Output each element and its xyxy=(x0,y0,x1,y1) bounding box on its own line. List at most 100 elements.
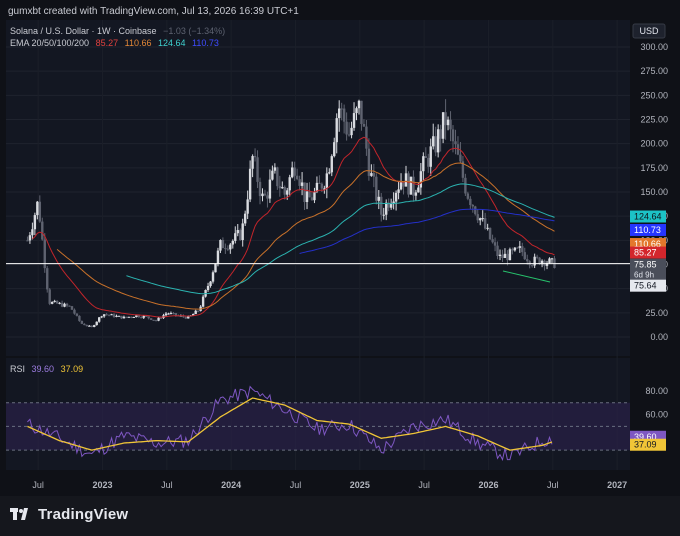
candle-body xyxy=(382,214,385,216)
tradingview-logo-text: TradingView xyxy=(38,506,129,523)
price-tick-label: 25.00 xyxy=(645,308,668,318)
candle-body xyxy=(357,100,361,109)
candle-body xyxy=(253,156,257,158)
candle-body xyxy=(298,179,301,186)
rsi-axis[interactable]: 80.00 60.00 xyxy=(645,386,668,420)
candle-body xyxy=(553,258,556,268)
candle-body xyxy=(184,316,187,319)
candle-body xyxy=(498,254,502,256)
ema100-value: 124.64 xyxy=(158,38,186,48)
candle-body xyxy=(511,249,514,251)
candle-body xyxy=(503,253,507,259)
candle-body xyxy=(488,227,492,240)
candle-body xyxy=(461,161,465,178)
candle-body xyxy=(286,190,289,195)
candle-body xyxy=(149,318,153,320)
candle-body xyxy=(243,213,247,224)
low-badge: 75.64 xyxy=(634,281,657,291)
support-trendline[interactable] xyxy=(502,270,551,283)
candle-body xyxy=(449,119,452,130)
candle-body xyxy=(439,129,442,139)
candle-body xyxy=(380,196,383,215)
candle-body xyxy=(424,156,427,158)
candle-body xyxy=(226,248,230,250)
candle-body xyxy=(117,315,121,317)
candle-body xyxy=(266,195,269,199)
candle-body xyxy=(444,112,447,126)
candle-body xyxy=(216,250,220,264)
ema-legend[interactable]: EMA 20/50/100/200 85.27 110.66 124.64 11… xyxy=(10,38,219,48)
candle-body xyxy=(303,182,306,203)
candle-body xyxy=(530,265,534,267)
rsi-lines xyxy=(27,385,553,462)
candle-body xyxy=(229,244,232,250)
candle-body xyxy=(102,314,106,317)
candle-body xyxy=(159,317,163,319)
price-tick-label: 225.00 xyxy=(640,115,668,125)
candle-body xyxy=(90,325,93,327)
candle-body xyxy=(122,316,126,319)
rsi-legend[interactable]: RSI 39.60 37.09 xyxy=(10,364,83,374)
ema-label: EMA 20/50/100/200 xyxy=(10,38,89,48)
candle-body xyxy=(538,257,541,265)
candle-body xyxy=(36,201,39,216)
candle-body xyxy=(97,317,101,322)
candle-body xyxy=(78,315,81,321)
price-tick-label: 175.00 xyxy=(640,163,668,173)
candle-body xyxy=(429,146,432,167)
currency-button[interactable] xyxy=(632,23,666,39)
candle-body xyxy=(404,173,408,187)
rsi-line xyxy=(27,385,553,462)
time-tick-label: 2026 xyxy=(478,480,498,490)
candle-body xyxy=(154,320,158,322)
candle-body xyxy=(221,240,225,249)
price-tick-label: 275.00 xyxy=(640,66,668,76)
candle-body xyxy=(192,314,195,316)
candle-body xyxy=(360,100,363,124)
candle-body xyxy=(535,256,539,258)
candle-body xyxy=(340,108,343,110)
candle-body xyxy=(419,171,423,188)
candle-body xyxy=(459,154,462,162)
time-axis[interactable]: Jul 2023 Jul 2024 Jul 2025 Jul 2026 Jul 2027 xyxy=(32,480,627,490)
candle-body xyxy=(325,173,329,189)
candle-body xyxy=(46,268,49,290)
candle-body xyxy=(135,315,138,317)
candle-body xyxy=(172,313,175,315)
candle-body xyxy=(350,127,353,136)
candle-body xyxy=(214,263,217,273)
candle-body xyxy=(518,246,522,248)
candle-body xyxy=(231,240,235,245)
ema50-value: 110.66 xyxy=(125,38,152,48)
candle-body xyxy=(80,320,84,324)
candle-body xyxy=(436,129,440,153)
candle-body xyxy=(526,259,529,262)
candle-body xyxy=(55,300,59,304)
candle-body xyxy=(276,167,279,187)
candle-body xyxy=(167,313,170,315)
time-tick-label: 2027 xyxy=(607,480,627,490)
candle-body xyxy=(152,319,155,321)
candle-body xyxy=(28,235,32,241)
candle-body xyxy=(206,285,210,291)
candle-body xyxy=(248,168,252,200)
candle-body xyxy=(355,108,358,114)
candle-body xyxy=(120,315,123,319)
candle-body xyxy=(83,323,86,326)
countdown-badge: 6d 9h xyxy=(634,271,654,280)
rsi-label: RSI xyxy=(10,364,25,374)
ema100-line xyxy=(126,183,555,295)
candle-body xyxy=(246,199,249,214)
price-tick-label: 0.00 xyxy=(650,332,668,342)
candle-body xyxy=(261,193,264,197)
candle-body xyxy=(318,182,321,184)
candle-body xyxy=(409,176,413,195)
time-tick-label: Jul xyxy=(547,480,559,490)
candle-body xyxy=(491,239,494,243)
ema-lines xyxy=(32,136,555,318)
candle-body xyxy=(345,121,348,135)
tradingview-logo[interactable]: TradingView xyxy=(10,506,128,523)
candle-body xyxy=(328,172,331,174)
